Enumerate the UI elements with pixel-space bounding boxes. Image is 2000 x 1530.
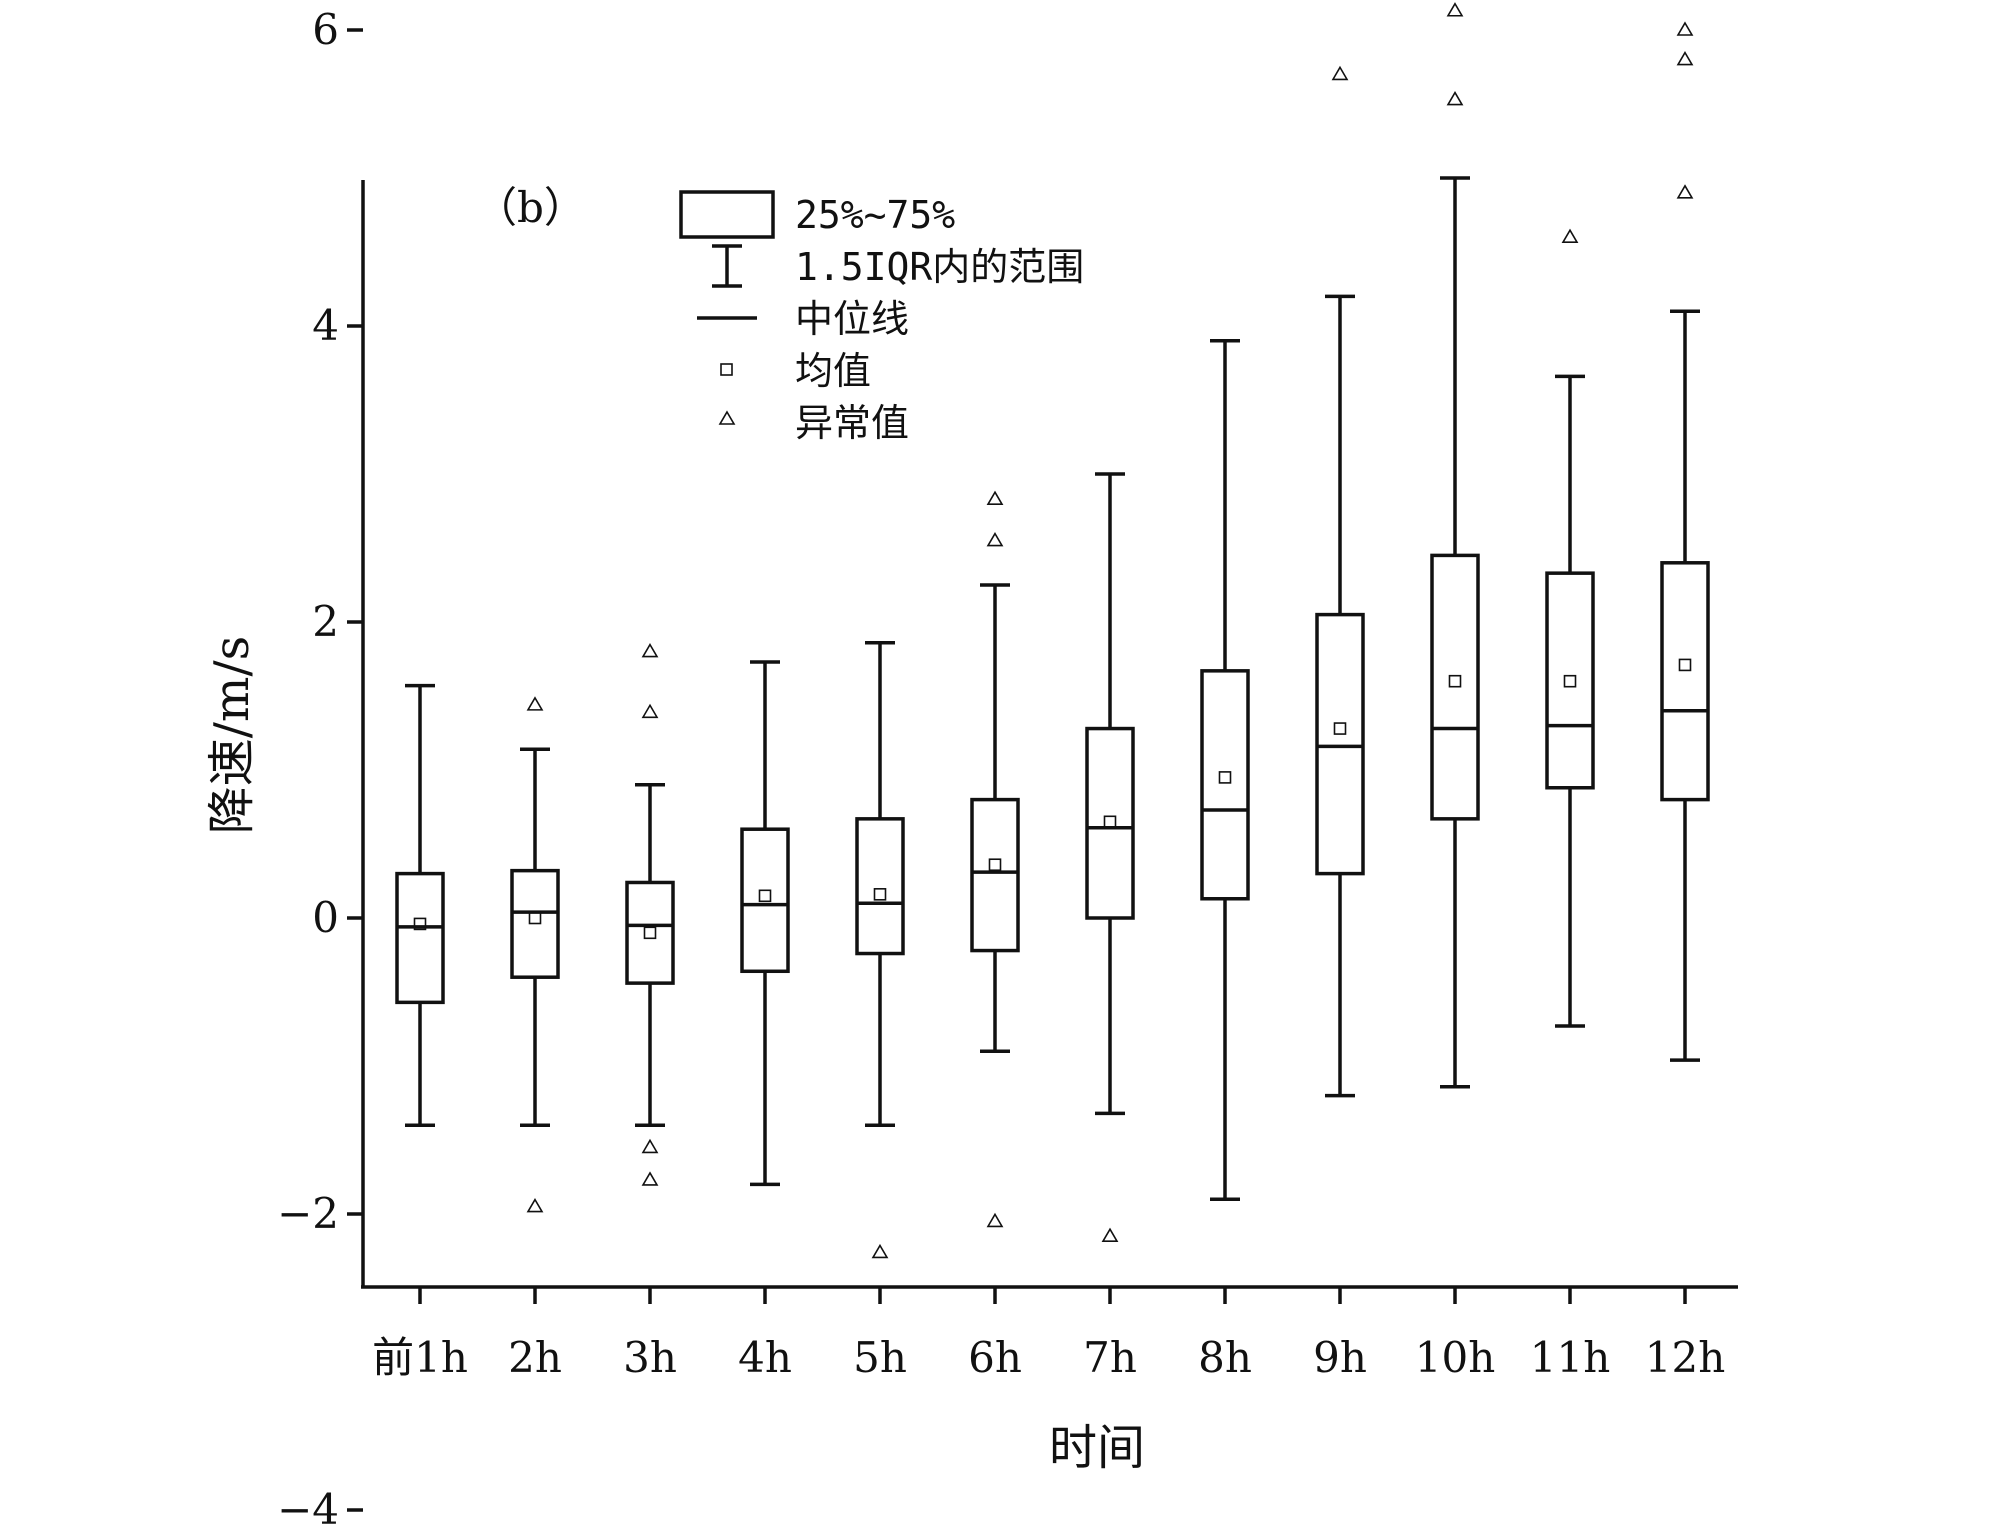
outlier-marker bbox=[641, 1138, 659, 1154]
mean-marker bbox=[528, 911, 542, 925]
outlier-marker bbox=[1561, 228, 1579, 243]
legend-whisker-label: 1.5IQR内的范围 bbox=[795, 245, 1084, 289]
x-tick-label: 12h bbox=[1645, 1333, 1726, 1382]
box-group bbox=[1200, 339, 1250, 1201]
outlier-marker bbox=[1676, 21, 1694, 36]
box-group bbox=[740, 660, 790, 1187]
mean-marker bbox=[758, 889, 772, 903]
x-tick-label: 11h bbox=[1530, 1333, 1611, 1382]
iqr-box bbox=[625, 880, 675, 985]
legend-mean-label: 均值 bbox=[795, 349, 871, 393]
box-series bbox=[395, 2, 1710, 1259]
x-tick-label: 9h bbox=[1313, 1333, 1367, 1382]
mean-marker bbox=[1563, 674, 1577, 688]
x-tick-label: 10h bbox=[1415, 1333, 1496, 1382]
box-group bbox=[970, 490, 1020, 1228]
y-tick-label: 2 bbox=[312, 597, 339, 646]
y-tick-label: −4 bbox=[277, 1485, 339, 1530]
box-group bbox=[395, 683, 445, 1127]
mean-marker bbox=[1103, 815, 1117, 829]
mean-marker bbox=[1333, 722, 1347, 735]
outlier-marker bbox=[526, 696, 544, 711]
iqr-box bbox=[970, 797, 1020, 953]
outlier-marker bbox=[1446, 90, 1464, 106]
box-group bbox=[1430, 2, 1480, 1089]
box-group bbox=[1660, 21, 1710, 1062]
iqr-box bbox=[1660, 561, 1710, 802]
legend-box-swatch bbox=[679, 190, 775, 239]
mean-marker bbox=[988, 858, 1002, 872]
legend-whisker-swatch bbox=[712, 244, 742, 288]
y-axis-ticks: −4−20246810 bbox=[277, 5, 363, 1530]
y-tick-label: 0 bbox=[312, 893, 339, 942]
iqr-box bbox=[740, 827, 790, 974]
x-tick-label: 3h bbox=[623, 1333, 677, 1382]
box-group bbox=[510, 696, 560, 1213]
box-group bbox=[625, 643, 675, 1186]
outlier-marker bbox=[986, 1212, 1004, 1228]
box-group bbox=[855, 640, 905, 1259]
y-tick-label: −2 bbox=[277, 1189, 339, 1238]
legend-outlier-swatch bbox=[718, 410, 736, 425]
y-tick-label: 6 bbox=[312, 5, 339, 54]
legend-mean-swatch bbox=[720, 363, 733, 376]
outlier-marker bbox=[641, 1171, 659, 1186]
outlier-marker bbox=[1676, 184, 1694, 199]
outlier-marker bbox=[1676, 51, 1694, 66]
outlier-marker bbox=[871, 1243, 889, 1259]
outlier-marker bbox=[1331, 65, 1349, 81]
outlier-marker bbox=[641, 703, 659, 719]
iqr-box bbox=[510, 868, 560, 979]
y-axis-title: 降速/m/s bbox=[204, 636, 260, 835]
outlier-marker bbox=[1446, 2, 1464, 17]
box-group bbox=[1315, 65, 1365, 1098]
mean-marker bbox=[643, 926, 657, 940]
legend-median-label: 中位线 bbox=[795, 297, 909, 341]
x-tick-label: 7h bbox=[1083, 1333, 1137, 1382]
iqr-box bbox=[855, 817, 905, 956]
x-axis-title: 时间 bbox=[1049, 1420, 1145, 1476]
mean-marker bbox=[873, 888, 887, 901]
y-tick-label: 4 bbox=[312, 301, 339, 350]
panel-label: （b） bbox=[475, 183, 586, 232]
outlier-marker bbox=[986, 532, 1004, 547]
outlier-marker bbox=[1101, 1227, 1119, 1242]
box-group bbox=[1545, 228, 1595, 1028]
outlier-marker bbox=[986, 490, 1004, 505]
x-tick-label: 8h bbox=[1198, 1333, 1252, 1382]
iqr-box bbox=[395, 871, 445, 1005]
x-tick-label: 4h bbox=[738, 1333, 792, 1382]
legend: 25%~75% 1.5IQR内的范围 中位线 均值 异常值 bbox=[679, 190, 1084, 445]
mean-marker bbox=[1448, 674, 1462, 688]
x-tick-label: 前1h bbox=[372, 1333, 468, 1382]
box-group bbox=[1085, 472, 1135, 1242]
x-tick-label: 6h bbox=[968, 1333, 1022, 1382]
x-axis-ticks: 前1h 2h 3h 4h 5h 6h 7h 8h 9h 10h 11h 12h bbox=[372, 1287, 1725, 1382]
iqr-box bbox=[1085, 726, 1135, 920]
iqr-box bbox=[1200, 669, 1250, 901]
iqr-box bbox=[1545, 571, 1595, 790]
outlier-marker bbox=[641, 643, 659, 658]
mean-marker bbox=[413, 917, 427, 931]
outlier-marker bbox=[526, 1198, 544, 1213]
legend-box-label: 25%~75% bbox=[795, 193, 955, 237]
mean-marker bbox=[1678, 658, 1692, 672]
mean-marker bbox=[1218, 771, 1232, 784]
legend-outlier-label: 异常值 bbox=[795, 401, 909, 445]
x-tick-label: 2h bbox=[508, 1333, 562, 1382]
iqr-box bbox=[1315, 612, 1365, 876]
x-tick-label: 5h bbox=[853, 1333, 907, 1382]
